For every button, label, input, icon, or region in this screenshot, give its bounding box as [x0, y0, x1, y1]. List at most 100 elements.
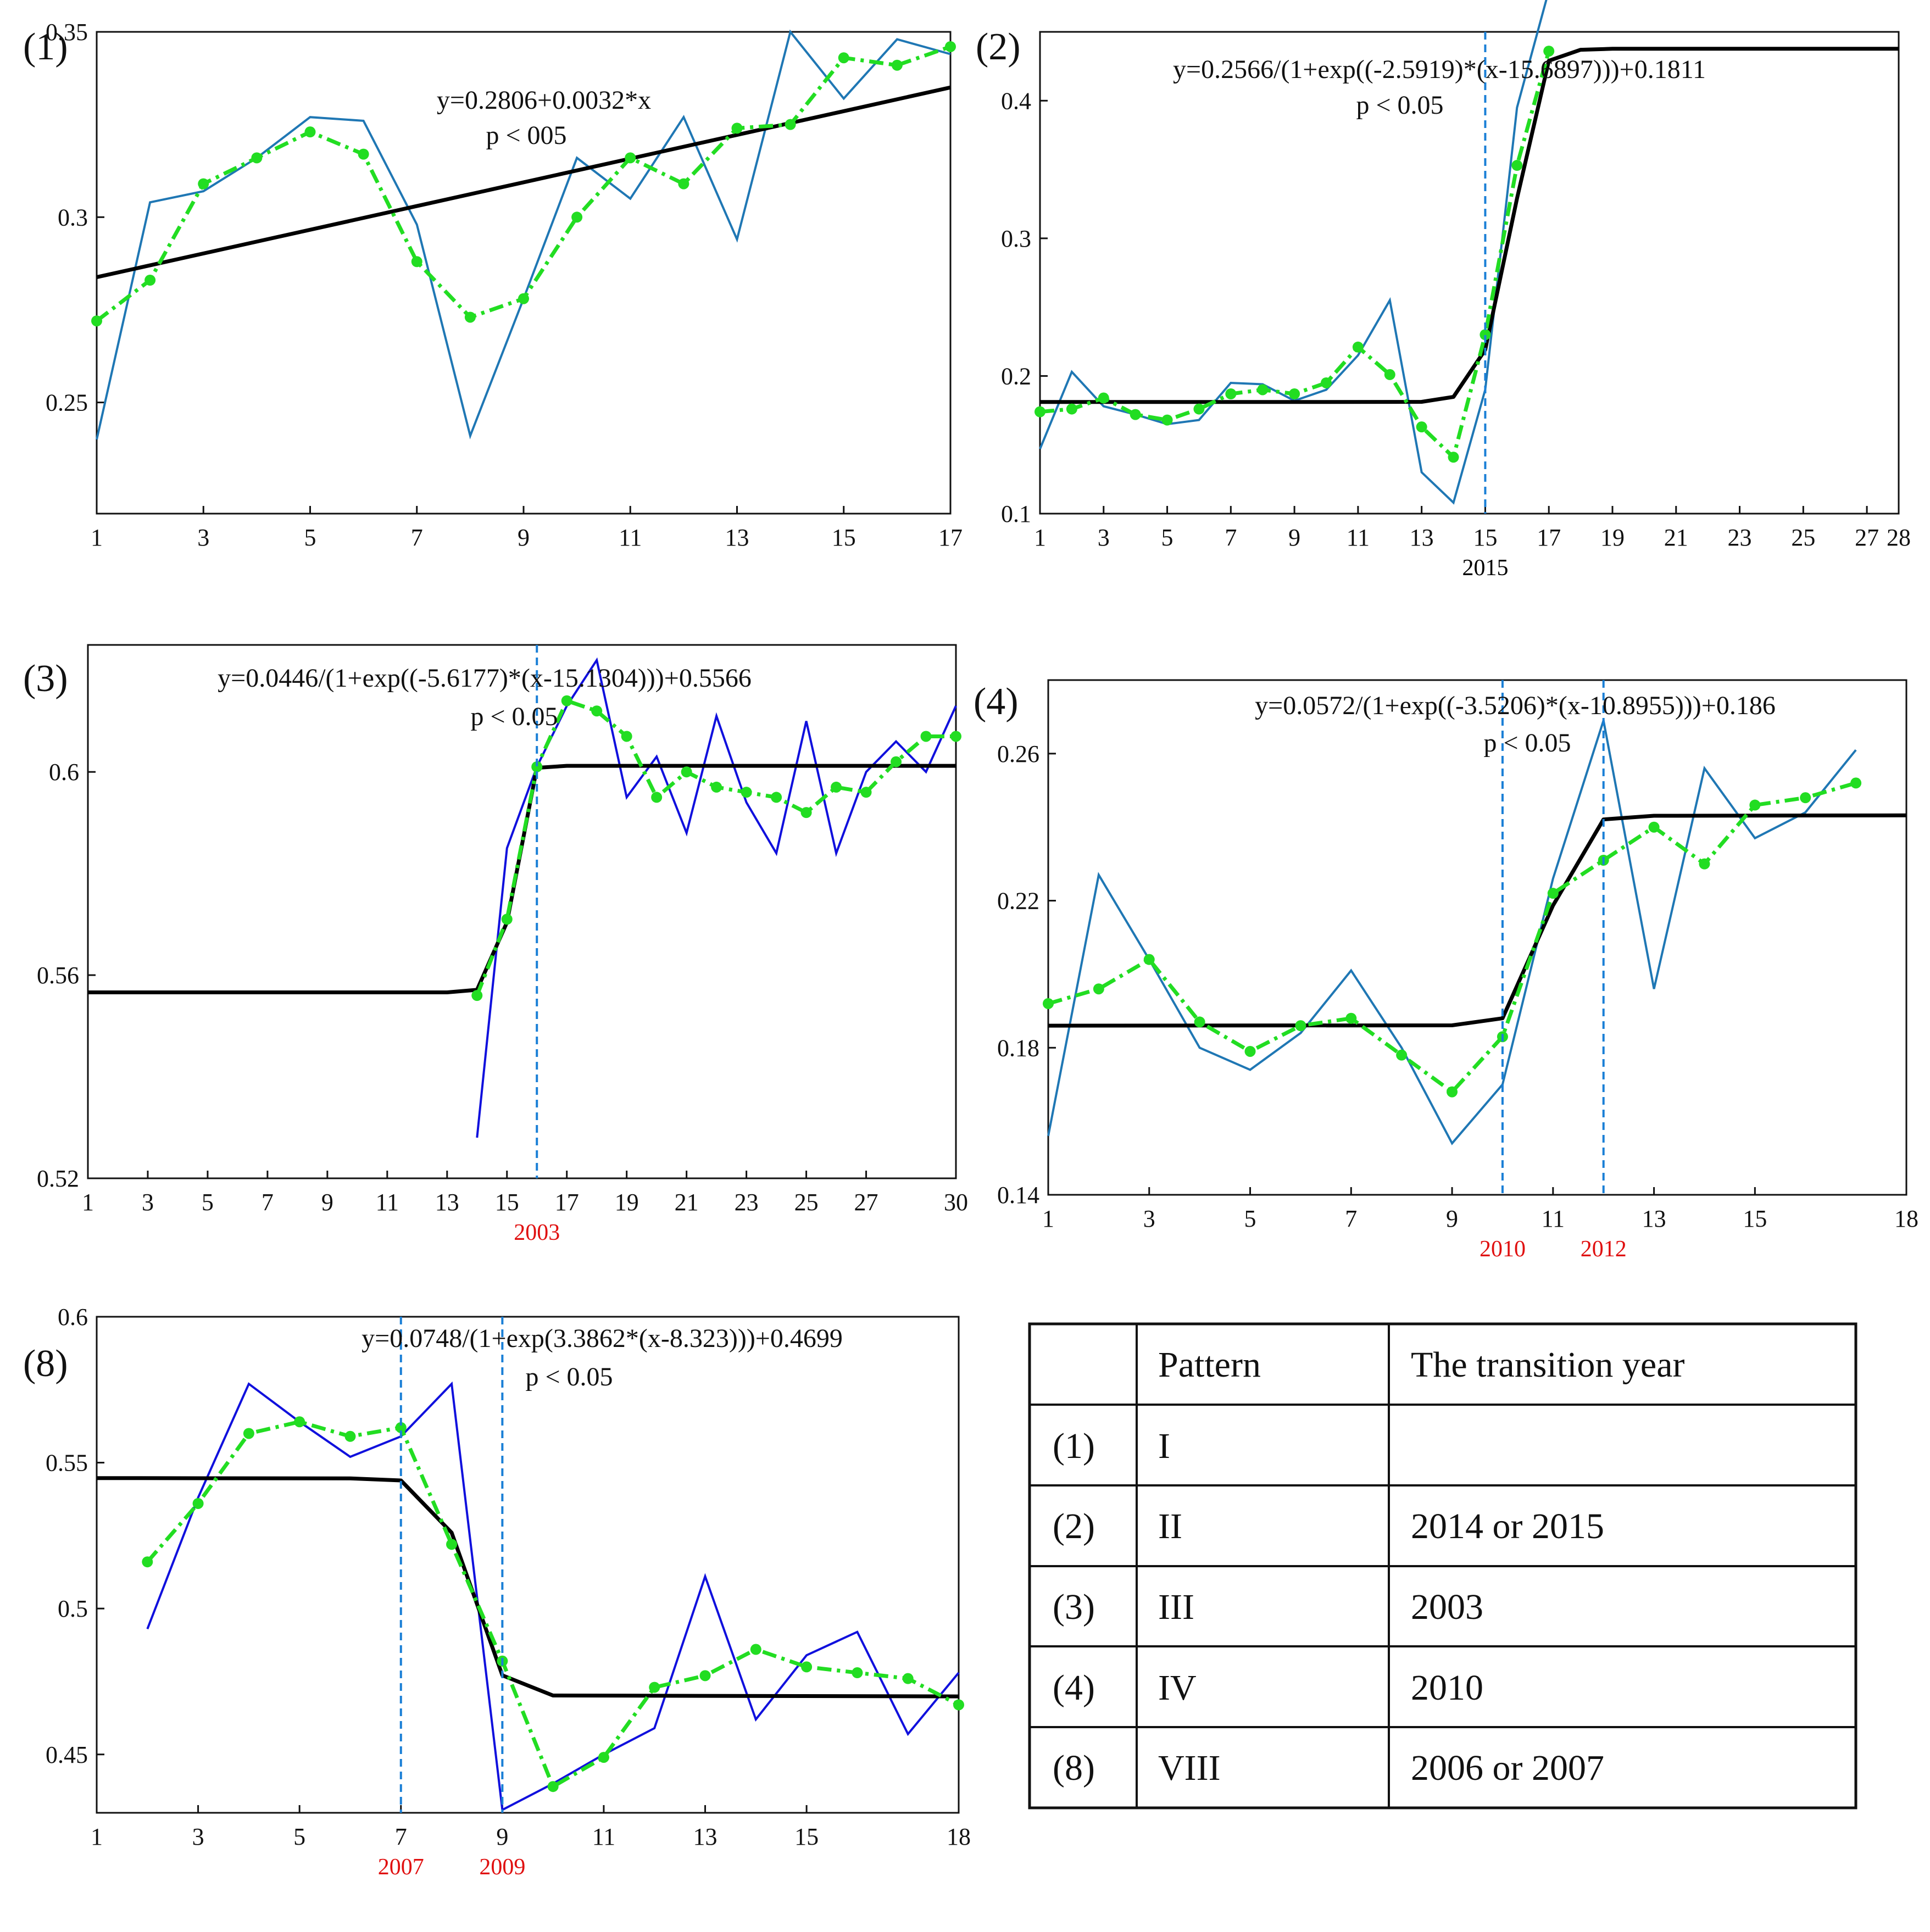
panel-label: (4): [974, 681, 1019, 723]
x-tick-label: 13: [1410, 524, 1434, 551]
x-tick-label: 18: [1894, 1205, 1918, 1232]
fit-equation: y=0.0446/(1+exp((-5.6177)*(x-15.1304)))+…: [218, 664, 752, 693]
fit-equation: y=0.2806+0.0032*x: [437, 86, 651, 115]
x-tick-label: 5: [304, 524, 316, 551]
plot-frame: [87, 644, 957, 1179]
smoothed-series-point: [1066, 403, 1077, 415]
smoothed-series-point: [344, 1430, 356, 1442]
x-tick-label: 30: [944, 1189, 968, 1216]
smoothed-series-point: [750, 1644, 761, 1655]
smoothed-series-point: [1416, 421, 1427, 433]
x-tick-label: 13: [1642, 1205, 1666, 1232]
smoothed-series-point: [891, 756, 902, 767]
fit-equation: y=0.2566/(1+exp((-2.5919)*(x-15.6897)))+…: [1173, 55, 1706, 84]
fitted-curve-line: [88, 764, 956, 994]
y-tick-label: 0.1: [1001, 500, 1031, 527]
y-tick-label: 0.18: [997, 1034, 1039, 1061]
smoothed-series-point: [1130, 409, 1141, 420]
table-row: (8) VIII 2006 or 2007: [1053, 1748, 1604, 1788]
x-tick-label: 13: [693, 1823, 718, 1850]
x-tick-label: 9: [1288, 524, 1300, 551]
x-tick-label: 5: [1161, 524, 1173, 551]
smoothed-series-point: [699, 1670, 711, 1682]
smoothed-series-point: [801, 1661, 813, 1673]
transition-year-label: 2007: [378, 1855, 424, 1880]
smoothed-series-point: [651, 792, 663, 803]
table-row-year: 2014 or 2015: [1411, 1506, 1604, 1546]
smoothed-series-point: [1034, 406, 1045, 417]
smoothed-series-point: [358, 148, 369, 160]
x-tick-label: 11: [1347, 524, 1370, 551]
smoothed-series-point: [891, 59, 903, 71]
smoothed-series-point: [198, 178, 209, 190]
p-value: p < 0.05: [1483, 728, 1571, 758]
y-tick-label: 0.2: [1001, 363, 1031, 389]
smoothed-series-line: [1048, 781, 1857, 1095]
x-tick-label: 7: [1225, 524, 1237, 551]
smoothed-series-point: [1295, 1020, 1306, 1032]
x-tick-label: 1: [1034, 524, 1046, 551]
smoothed-series-point: [598, 1752, 609, 1763]
x-tick-label: 27: [854, 1189, 878, 1216]
smoothed-series-point: [625, 152, 636, 164]
panel-label: (2): [976, 26, 1021, 68]
smoothed-series-point: [192, 1497, 204, 1509]
x-tick-label: 9: [496, 1823, 508, 1850]
smoothed-series-point: [1257, 384, 1269, 396]
smoothed-series-point: [471, 990, 483, 1001]
x-tick-label: 7: [262, 1189, 274, 1216]
smoothed-series-point: [395, 1422, 407, 1433]
x-tick-label: 11: [592, 1823, 615, 1850]
table-row-id: (4): [1053, 1668, 1095, 1708]
smoothed-series-point: [1352, 341, 1364, 353]
panel-label: (3): [23, 658, 68, 700]
table-row-id: (2): [1053, 1506, 1095, 1546]
smoothed-series-point: [621, 731, 632, 742]
smoothed-series-point: [571, 211, 583, 223]
smoothed-series-point: [304, 126, 316, 138]
smoothed-series-point: [294, 1416, 305, 1428]
smoothed-series-point: [1396, 1049, 1408, 1061]
smoothed-series-point: [1345, 1012, 1357, 1024]
smoothed-series-point: [446, 1539, 458, 1550]
smoothed-series-point: [852, 1667, 863, 1679]
smoothed-series-point: [1800, 792, 1811, 804]
smoothed-series-point: [1161, 414, 1173, 426]
smoothed-series-point: [678, 178, 689, 190]
fit-equation: y=0.0572/(1+exp((-3.5206)*(x-10.8955)))+…: [1255, 691, 1776, 720]
p-value: p < 0.05: [470, 702, 558, 731]
smoothed-series-point: [1850, 777, 1862, 789]
smoothed-series-point: [547, 1781, 559, 1792]
x-tick-label: 3: [142, 1189, 154, 1216]
smoothed-series-point: [1244, 1045, 1256, 1057]
smoothed-series-point: [1098, 392, 1109, 404]
x-tick-label: 11: [376, 1189, 399, 1216]
x-tick-label: 25: [1791, 524, 1815, 551]
y-tick-label: 0.6: [49, 759, 79, 786]
summary-table: Pattern The transition year (1) I (2) II…: [1028, 1322, 1857, 1809]
fitted-curve-line: [96, 85, 951, 280]
fitted-curve-line: [1048, 813, 1907, 1028]
x-tick-label: 7: [411, 524, 423, 551]
table-row-pattern: IV: [1158, 1668, 1197, 1708]
y-tick-label: 0.45: [46, 1741, 88, 1768]
transition-year-label: 2012: [1581, 1237, 1627, 1262]
smoothed-series-point: [501, 914, 513, 925]
plot-frame: [1047, 679, 1907, 1196]
smoothed-series-point: [1043, 998, 1054, 1009]
chart-panel-2: 1 3 5 7 9 11 13 15 17 19 21 23 25 27 280.10.20.30.4201…: [976, 0, 1911, 581]
x-tick-label: 13: [725, 524, 749, 551]
y-tick-label: 0.14: [997, 1182, 1039, 1209]
x-tick-label: 19: [1600, 524, 1625, 551]
chart-panel-3: 1 3 5 7 9 11 13 15 17 19 21 23 25 27 300.520.560.62003…: [23, 644, 968, 1245]
smoothed-series-point: [681, 766, 692, 778]
x-tick-label: 25: [794, 1189, 819, 1216]
table-header-transition-year: The transition year: [1411, 1345, 1685, 1385]
x-tick-label: 21: [675, 1189, 699, 1216]
smoothed-series-point: [860, 787, 872, 798]
x-tick-label: 7: [1345, 1205, 1357, 1232]
smoothed-series-point: [920, 731, 932, 742]
smoothed-series-point: [950, 731, 961, 742]
smoothed-series-point: [1093, 983, 1104, 995]
x-tick-label: 21: [1664, 524, 1688, 551]
